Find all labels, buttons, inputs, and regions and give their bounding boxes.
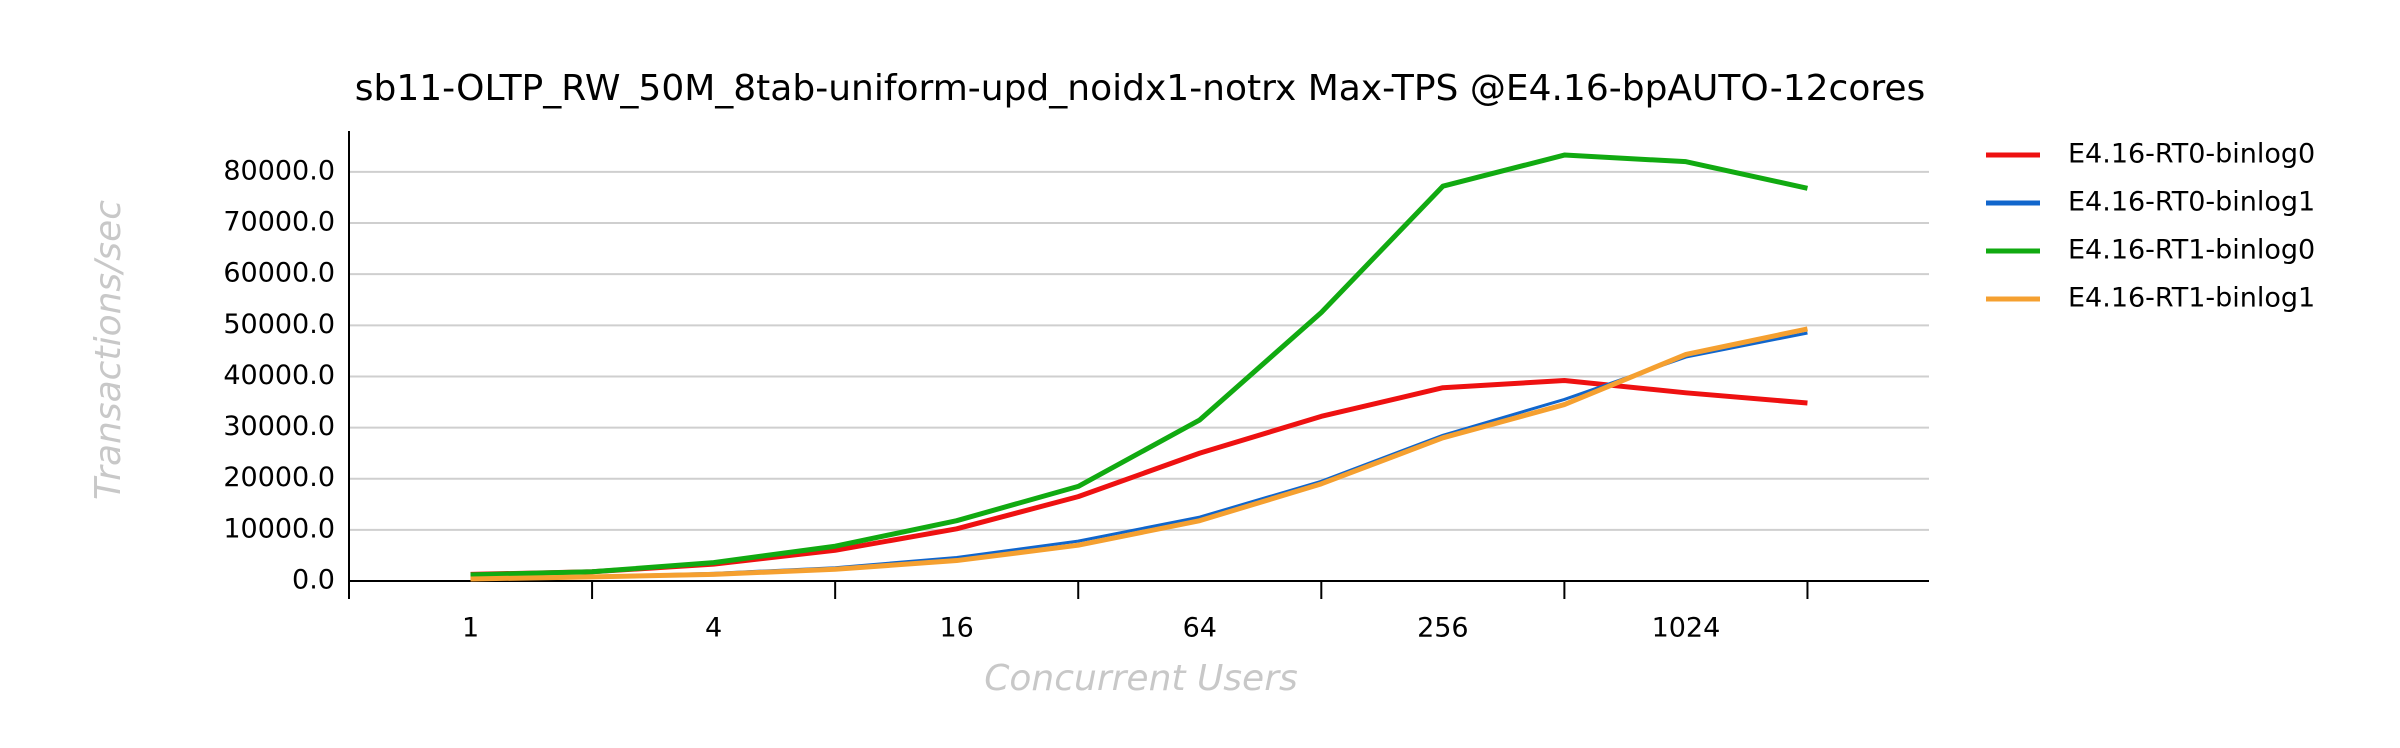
y-tick-label: 10000.0	[223, 513, 335, 544]
series-line	[470, 378, 1808, 577]
x-axis-label: Concurrent Users	[984, 658, 1298, 699]
legend-label: E4.16-RT1-binlog1	[2068, 283, 2315, 314]
legend-label: E4.16-RT1-binlog0	[2068, 235, 2315, 266]
legend-label: E4.16-RT0-binlog1	[2068, 187, 2315, 218]
y-axis-label: Transactions/sec	[88, 200, 129, 500]
y-tick-label: 20000.0	[223, 462, 335, 493]
legend-label: E4.16-RT0-binlog0	[2068, 139, 2315, 170]
y-tick-label: 50000.0	[223, 309, 335, 340]
y-tick-label: 40000.0	[223, 360, 335, 391]
y-tick-label: 60000.0	[223, 258, 335, 289]
y-tick-label: 70000.0	[223, 207, 335, 238]
series-line	[470, 326, 1808, 582]
x-tick-label: 16	[940, 613, 974, 644]
x-tick-label: 4	[705, 613, 722, 644]
y-tick-label: 80000.0	[223, 155, 335, 186]
x-tick-label: 64	[1183, 613, 1217, 644]
x-tick-label: 1024	[1652, 613, 1721, 644]
y-tick-label: 0.0	[292, 565, 335, 596]
y-tick-label: 30000.0	[223, 411, 335, 442]
x-tick-label: 1	[462, 613, 479, 644]
series-line	[470, 152, 1808, 578]
x-tick-label: 256	[1417, 613, 1469, 644]
chart-title: sb11-OLTP_RW_50M_8tab-uniform-upd_noidx1…	[355, 68, 1926, 109]
